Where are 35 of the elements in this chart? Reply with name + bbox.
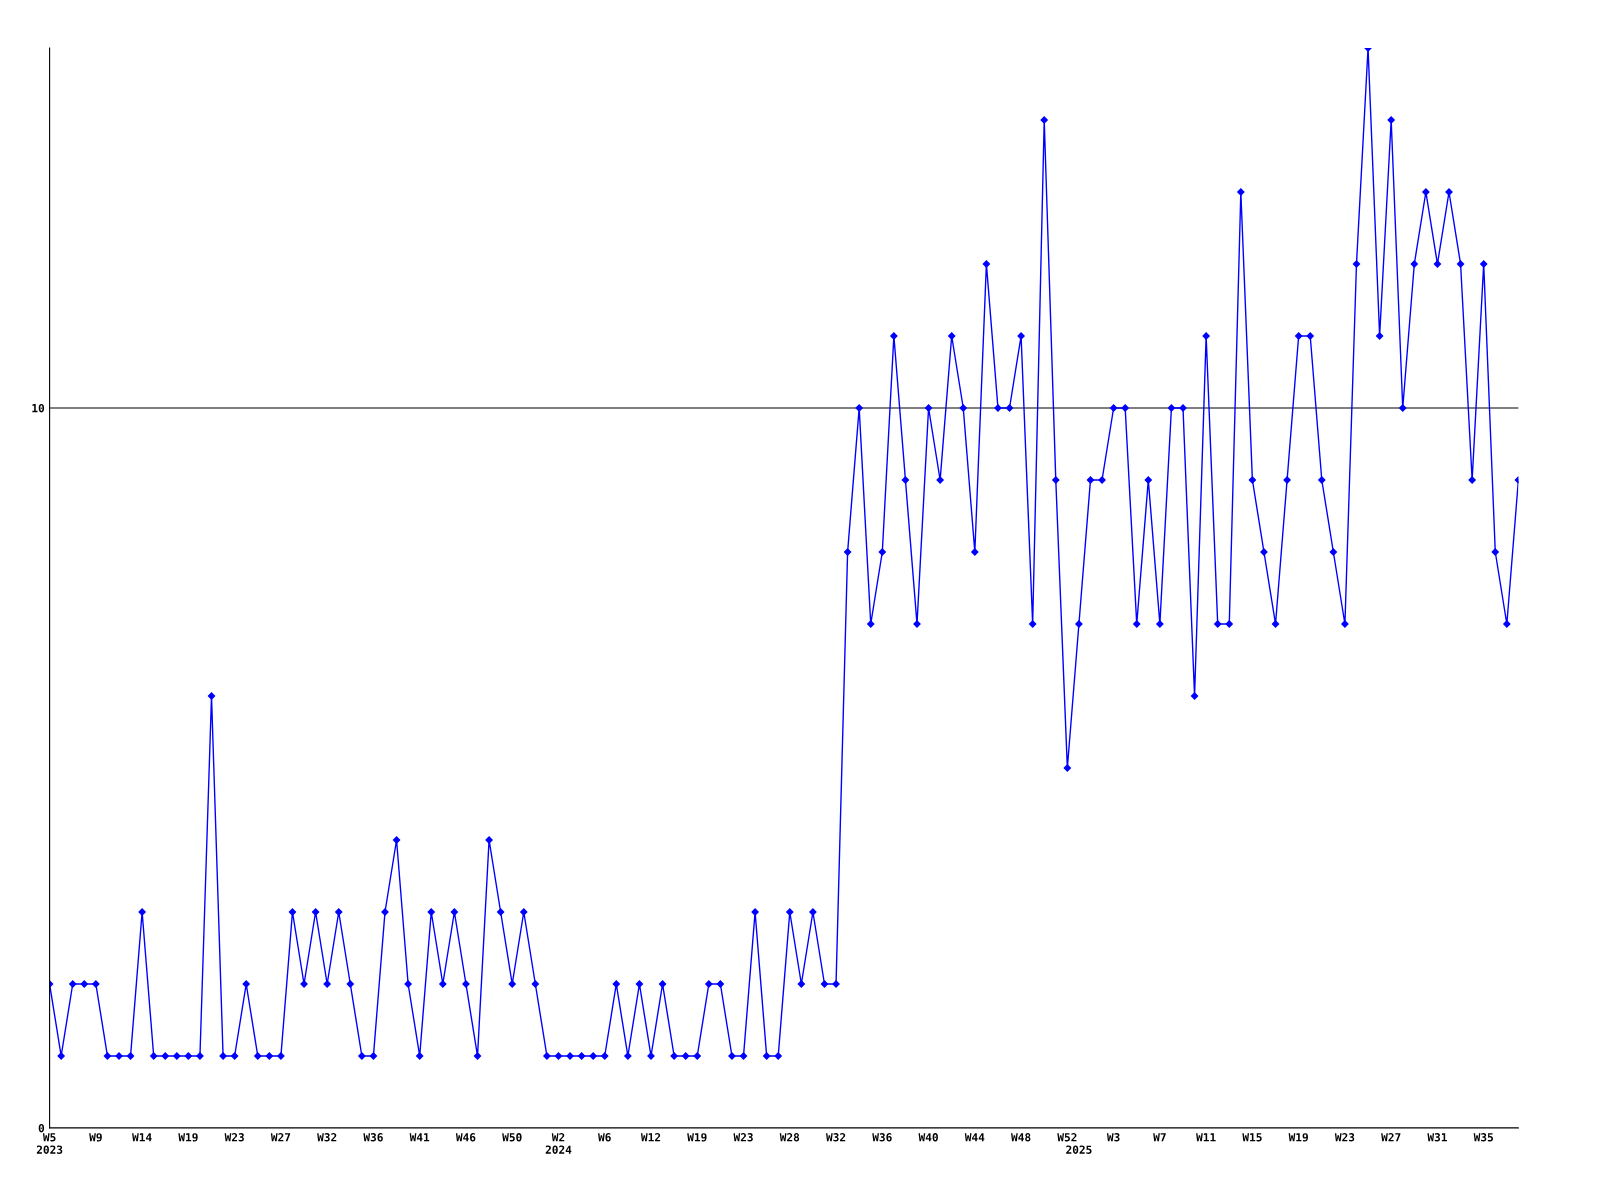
x-tick-label: W3 xyxy=(1106,1133,1120,1142)
y-tick-label: 10 xyxy=(32,403,45,413)
x-tick-label: W19 xyxy=(687,1133,707,1142)
x-tick-label: W27 xyxy=(270,1133,291,1142)
x-tick-label: W27 xyxy=(1381,1133,1401,1142)
x-tick-label: W48 xyxy=(1011,1133,1031,1142)
x-tick-label: W35 xyxy=(1473,1133,1493,1142)
y-tick-label: 0 xyxy=(38,1123,45,1133)
x-tick-label: W6 xyxy=(598,1133,611,1142)
x-tick-label: W5 2023 xyxy=(36,1133,63,1154)
x-tick-label: W23 xyxy=(1334,1133,1355,1142)
x-tick-label: W41 xyxy=(409,1133,430,1142)
x-tick-label: W44 xyxy=(964,1133,985,1142)
x-tick-label: W2 2024 xyxy=(545,1133,572,1154)
x-tick-label: W28 xyxy=(779,1133,800,1142)
x-tick-label: W23 xyxy=(224,1133,244,1142)
x-tick-label: W32 xyxy=(826,1133,846,1142)
x-tick-label: W11 xyxy=(1196,1133,1216,1142)
x-tick-label: W9 xyxy=(89,1133,102,1142)
x-tick-label: 2025 xyxy=(1066,1145,1092,1154)
x-tick-label: W36 xyxy=(363,1133,383,1142)
x-tick-label: W46 xyxy=(455,1133,476,1142)
x-tick-label: W36 xyxy=(872,1133,892,1142)
x-tick-label: W50 xyxy=(502,1133,522,1142)
x-tick-label: W7 xyxy=(1153,1133,1166,1142)
x-tick-label: W19 xyxy=(178,1133,198,1142)
x-tick-label: W40 xyxy=(918,1133,938,1142)
x-tick-label: W19 xyxy=(1288,1133,1308,1142)
x-tick-label: W32 xyxy=(317,1133,337,1142)
x-tick-label: W31 xyxy=(1427,1133,1447,1142)
x-tick-label: W14 xyxy=(132,1133,152,1142)
x-tick-label: W23 xyxy=(733,1133,753,1142)
x-tick-label: W15 xyxy=(1242,1133,1262,1142)
x-tick-label: W12 xyxy=(640,1133,661,1142)
x-tick-label: W52 xyxy=(1057,1133,1077,1142)
